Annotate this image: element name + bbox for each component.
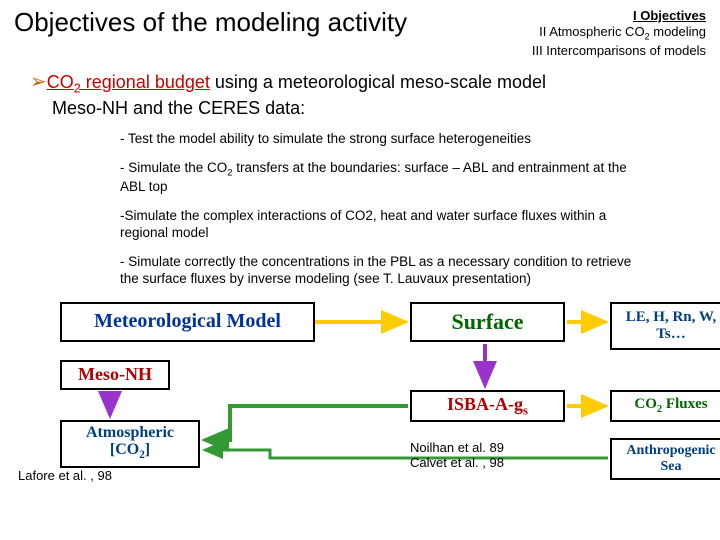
- diagram: Meteorological Model Meso-NH Atmospheric…: [30, 300, 690, 490]
- bullet-arrow-icon: ➢: [30, 71, 47, 93]
- bullet-3: -Simulate the complex interactions of CO…: [120, 208, 650, 242]
- ref-lafore: Lafore et al. , 98: [18, 468, 112, 483]
- box-atmospheric-co2: Atmospheric[CO2]: [60, 420, 200, 468]
- lead-line: ➢CO2 regional budget using a meteorologi…: [30, 69, 690, 96]
- box-isba: ISBA-A-gs: [410, 390, 565, 422]
- box-le-h-rn: LE, H, Rn, W, Ts…: [610, 302, 720, 350]
- box-meteorological-model: Meteorological Model: [60, 302, 315, 342]
- ref-noilhan: Noilhan et al. 89Calvet et al. , 98: [410, 440, 504, 471]
- lead-line-2: Meso-NH and the CERES data:: [52, 98, 690, 119]
- box-anthropogenic-sea: AnthropogenicSea: [610, 438, 720, 480]
- box-surface: Surface: [410, 302, 565, 342]
- nav-list: I Objectives II Atmospheric CO2 modeling…: [532, 8, 706, 59]
- box-meso-nh: Meso-NH: [60, 360, 170, 390]
- bullet-1: - Test the model ability to simulate the…: [120, 131, 650, 148]
- bullet-2: - Simulate the CO2 transfers at the boun…: [120, 160, 650, 196]
- nav-item-1: I Objectives: [532, 8, 706, 24]
- nav-item-2: II Atmospheric CO2 modeling: [532, 24, 706, 43]
- nav-item-3: III Intercomparisons of models: [532, 43, 706, 59]
- bullet-4: - Simulate correctly the concentrations …: [120, 254, 650, 288]
- bullet-list: - Test the model ability to simulate the…: [120, 131, 650, 288]
- box-co2-fluxes: CO2 Fluxes: [610, 390, 720, 422]
- page-title: Objectives of the modeling activity: [14, 8, 407, 59]
